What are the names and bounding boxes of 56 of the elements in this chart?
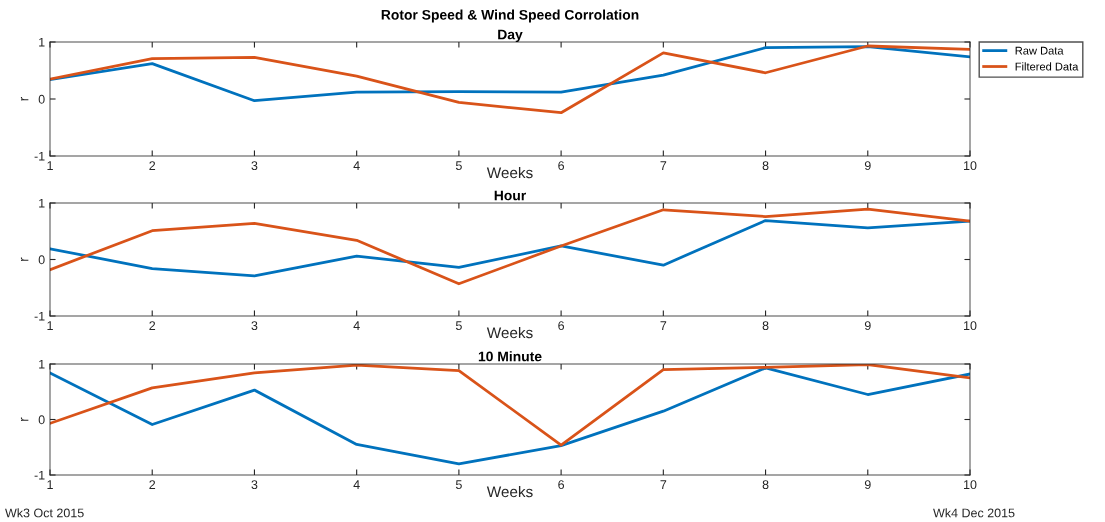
y-tick-label: 0 <box>38 255 45 265</box>
x-tick-label: 10 <box>964 321 977 331</box>
x-tick-label: 7 <box>660 161 667 170</box>
x-tick-label: 1 <box>47 480 53 489</box>
x-tick-label: 4 <box>353 321 360 330</box>
x-tick-label: 1 <box>47 161 53 170</box>
x-tick-label: 3 <box>251 321 258 331</box>
x-axis-title: Weeks <box>486 166 533 179</box>
x-tick-label: 4 <box>353 161 360 170</box>
x-tick-label: 9 <box>864 321 871 331</box>
chart-title: 10 Minute <box>478 351 542 362</box>
x-tick-label: 10 <box>964 161 977 171</box>
x-tick-label: 4 <box>353 480 360 489</box>
y-tick-label: 1 <box>39 359 45 369</box>
x-tick-label: 6 <box>558 161 565 171</box>
y-axis-title: r <box>20 417 29 421</box>
y-tick-label: -1 <box>34 470 45 480</box>
y-tick-label: 1 <box>39 37 45 47</box>
x-tick-label: 6 <box>558 480 565 490</box>
legend-label: Raw Data <box>1015 46 1064 55</box>
line-series <box>50 45 970 103</box>
legend-label: Filtered Data <box>1015 62 1079 71</box>
line-series <box>50 207 970 286</box>
x-tick-label: 5 <box>455 480 462 490</box>
text: Rotor Speed & Wind Speed Corrolation <box>381 9 639 23</box>
x-tick-label: 9 <box>864 480 871 490</box>
x-tick-label: 7 <box>660 321 667 330</box>
y-tick-label: 0 <box>38 94 45 104</box>
y-tick-label: -1 <box>34 151 45 161</box>
x-tick-label: 3 <box>251 480 258 490</box>
line-series <box>50 219 970 278</box>
x-tick-label: 8 <box>762 161 769 171</box>
x-tick-label: 3 <box>251 161 258 171</box>
text: Wk3 Oct 2015 <box>5 508 84 518</box>
x-axis-title: Weeks <box>486 485 533 498</box>
y-axis-title: r <box>20 257 29 261</box>
x-tick-label: 2 <box>149 321 156 330</box>
x-tick-label: 6 <box>558 321 565 331</box>
y-axis-title: r <box>20 96 29 101</box>
x-tick-label: 2 <box>149 161 156 170</box>
x-tick-label: 8 <box>762 321 769 331</box>
text: Wk4 Dec 2015 <box>933 508 1015 518</box>
y-tick-label: 0 <box>38 415 45 425</box>
x-axis-title: Weeks <box>486 326 533 339</box>
y-tick-label: 1 <box>39 198 45 208</box>
x-tick-label: 5 <box>455 161 462 171</box>
x-tick-label: 8 <box>762 480 769 490</box>
x-tick-label: 10 <box>964 480 977 490</box>
x-tick-label: 2 <box>149 480 156 489</box>
x-tick-label: 9 <box>864 161 871 171</box>
chart-title: Hour <box>494 190 526 201</box>
x-tick-label: 7 <box>660 480 667 489</box>
x-tick-label: 1 <box>47 321 53 330</box>
x-tick-label: 5 <box>455 321 462 331</box>
y-tick-label: -1 <box>34 311 45 321</box>
chart-title: Day <box>498 29 523 43</box>
